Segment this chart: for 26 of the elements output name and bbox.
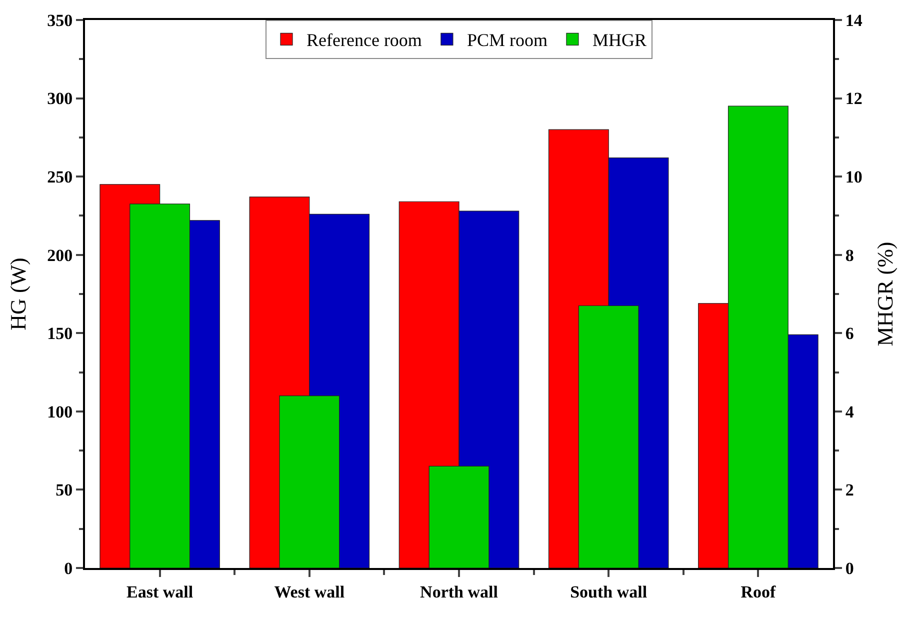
x-tick-label: South wall xyxy=(570,582,648,602)
y2-tick-label: 14 xyxy=(845,10,863,30)
legend-label: PCM room xyxy=(466,30,548,50)
y-tick-label: 0 xyxy=(64,558,73,578)
y-tick-label: 200 xyxy=(47,246,73,265)
x-tick-label: West wall xyxy=(274,582,345,602)
y-tick-label: 150 xyxy=(47,324,73,344)
y-tick-label: 50 xyxy=(56,480,73,500)
y-tick-label: 250 xyxy=(47,168,73,187)
y2-axis-title: MHGR (%) xyxy=(872,242,898,346)
y2-tick-label: 10 xyxy=(845,168,862,187)
y2-tick-label: 0 xyxy=(845,558,854,578)
x-tick-label: North wall xyxy=(420,582,498,602)
y-axis-title: HG (W) xyxy=(5,258,30,330)
y-tick-label: 350 xyxy=(47,10,73,30)
y2-tick-label: 4 xyxy=(845,402,854,422)
y-tick-label: 300 xyxy=(47,89,73,108)
y2-tick-label: 12 xyxy=(845,89,862,108)
legend-label: MHGR xyxy=(592,30,646,50)
x-tick-label: Roof xyxy=(740,582,776,602)
x-tick-label: East wall xyxy=(126,582,194,602)
y-tick-label: 100 xyxy=(47,402,73,422)
y2-tick-label: 8 xyxy=(845,246,854,265)
y2-tick-label: 6 xyxy=(845,324,854,344)
legend-label: Reference room xyxy=(306,30,422,50)
y2-tick-label: 2 xyxy=(845,480,854,500)
